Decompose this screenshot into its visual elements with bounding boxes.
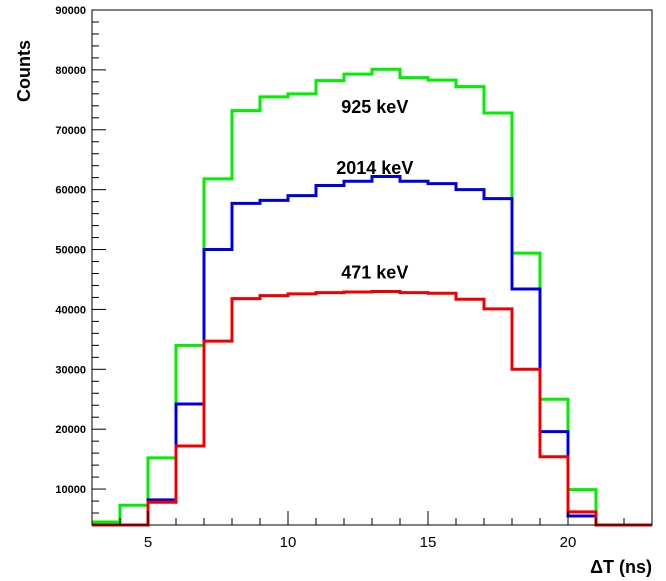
x-tick-label: 10 — [280, 534, 297, 551]
series-line-2 — [92, 289, 652, 527]
series-annotation: 925 keV — [341, 97, 408, 117]
y-tick-label: 50000 — [55, 245, 86, 257]
y-axis-label: Counts — [14, 40, 34, 102]
y-tick-label: 30000 — [55, 364, 86, 376]
x-tick-label: 5 — [144, 534, 152, 551]
y-axis-ticks: 10000 20000 30000 40000 50000 60000 70000 80000… — [55, 5, 106, 526]
series-annotation: 471 keV — [341, 262, 408, 282]
y-tick-label: 60000 — [55, 185, 86, 197]
y-tick-label: 80000 — [55, 65, 86, 77]
x-axis-label: ΔT (ns) — [590, 557, 652, 577]
x-tick-label: 15 — [420, 534, 437, 551]
y-tick-label: 70000 — [55, 125, 86, 137]
y-tick-label: 10000 — [55, 484, 86, 496]
y-tick-label: 90000 — [55, 5, 86, 17]
y-tick-label: 40000 — [55, 304, 86, 316]
annotations: 925 keV 2014 keV 471 keV — [336, 97, 413, 282]
series-annotation: 2014 keV — [336, 158, 413, 178]
y-tick-label: 20000 — [55, 424, 86, 436]
series-layer — [92, 67, 652, 527]
x-axis-ticks: 5 10 15 20 — [91, 511, 653, 551]
x-tick-label: 20 — [560, 534, 577, 551]
